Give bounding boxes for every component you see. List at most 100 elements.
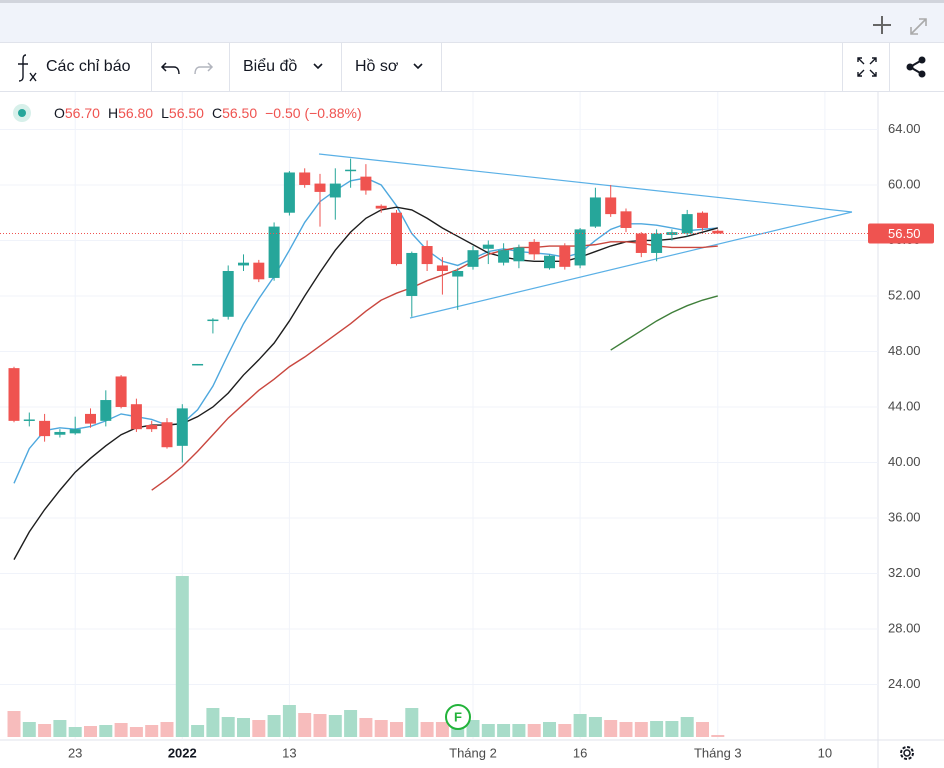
y-tick-label: 40.00 (888, 454, 921, 469)
event-marker-label: F (454, 709, 462, 724)
candle-body (161, 422, 173, 448)
volume-bar (680, 717, 694, 737)
volume-bar (711, 735, 725, 737)
y-tick-label: 32.00 (888, 565, 921, 580)
event-marker[interactable] (445, 704, 471, 730)
candle-body (559, 246, 571, 267)
status-dot (18, 109, 26, 117)
legend-value: 56.50 (222, 105, 257, 121)
chart-menu-label: Biểu đồ (243, 58, 298, 75)
volume-bar (405, 708, 419, 737)
y-tick-label: 48.00 (888, 343, 921, 358)
volume-bar (7, 711, 21, 737)
y-tick-label: 44.00 (888, 398, 921, 413)
x-tick-label: Tháng 2 (449, 745, 497, 760)
volume-bar (650, 721, 664, 737)
candle-body (192, 363, 204, 366)
profile-menu[interactable]: Hồ sơ (342, 43, 442, 91)
candle-body (605, 197, 617, 215)
candle-body (391, 212, 402, 265)
volume-bar (390, 722, 403, 737)
y-tick-label: 36.00 (888, 509, 921, 524)
candle-body (238, 262, 249, 266)
candle-body (421, 246, 433, 265)
legend-key: L (161, 105, 169, 121)
share-icon (906, 56, 926, 78)
chevron (413, 63, 423, 70)
volume-bar (206, 708, 220, 737)
axes: 24.00 28.00 32.00 36.00 40.00 44.00 48.00 52.00… (0, 121, 934, 760)
toolbar: Các chỉ báo Biểu đồ Hồ sơ (0, 42, 944, 92)
profile-menu-label: Hồ sơ (355, 58, 399, 75)
candle-body (253, 262, 265, 280)
volume-bar (221, 717, 235, 737)
volume-bar (665, 721, 679, 737)
volume-bar (696, 722, 709, 737)
volume-bar (512, 724, 526, 737)
candle-body (283, 172, 295, 213)
candle-body (299, 172, 311, 185)
chart-menu[interactable]: Biểu đồ (230, 43, 342, 91)
volume-bar (359, 718, 373, 737)
candle-body (406, 252, 418, 296)
volume-bar (588, 717, 602, 737)
volume-bar (435, 722, 449, 737)
legend-value: 56.50 (169, 105, 204, 121)
volume-bar (543, 722, 556, 737)
candle-body (712, 230, 724, 234)
volume-bar (145, 725, 159, 737)
candle-body (222, 270, 234, 317)
last-price-box (868, 223, 934, 244)
volume-bar (160, 722, 174, 737)
candle-body (85, 413, 96, 424)
legend-key: H (108, 105, 118, 121)
volume-bar (175, 576, 189, 737)
volume-bar (573, 714, 587, 737)
candle-body (176, 408, 188, 446)
window-bar (0, 0, 944, 42)
window-icons (873, 16, 927, 35)
candle-body (54, 431, 66, 435)
last-price-label: 56.50 (888, 226, 921, 241)
volume-bar (252, 720, 266, 737)
settings-icon[interactable] (900, 746, 914, 760)
candle-body (620, 211, 632, 228)
legend-change: −0.50 (−0.88%) (265, 105, 362, 121)
x-tick-label: Tháng 3 (694, 745, 742, 760)
volume-bar (191, 725, 205, 737)
volume-bar (527, 724, 541, 737)
y-tick-label: 52.00 (888, 287, 921, 302)
trend-line (318, 153, 853, 213)
candle-body (345, 169, 357, 172)
x-tick-label: 2022 (168, 745, 197, 760)
candle-body (23, 419, 35, 421)
candle-body (651, 233, 663, 253)
volume-bar (604, 720, 618, 737)
y-tick-label: 28.00 (888, 620, 921, 635)
candle-body (39, 420, 51, 437)
volume-bar (374, 720, 388, 737)
fullscreen-button[interactable] (842, 43, 890, 91)
undo-redo-icons[interactable] (152, 43, 230, 91)
volume-bar (38, 724, 52, 737)
candle-body (635, 233, 647, 253)
candle-body (528, 241, 540, 255)
volume-bar (237, 718, 250, 737)
candle-body (329, 183, 341, 198)
legend-key: C (212, 105, 222, 121)
share-button[interactable] (890, 43, 944, 91)
volume-bar (267, 715, 281, 737)
volume-bar (466, 720, 480, 737)
candle-body (482, 244, 494, 249)
volume-bar (619, 722, 633, 737)
candle-body (100, 400, 112, 421)
candle-body (375, 205, 387, 209)
candle-body (69, 429, 81, 434)
candle-body (360, 176, 372, 191)
volume-bar (53, 720, 67, 737)
candle-body (130, 404, 142, 430)
volume-bar (282, 705, 296, 737)
moving-average (610, 295, 718, 351)
indicators-button[interactable]: Các chỉ báo (0, 43, 152, 91)
candle-body (8, 368, 20, 421)
